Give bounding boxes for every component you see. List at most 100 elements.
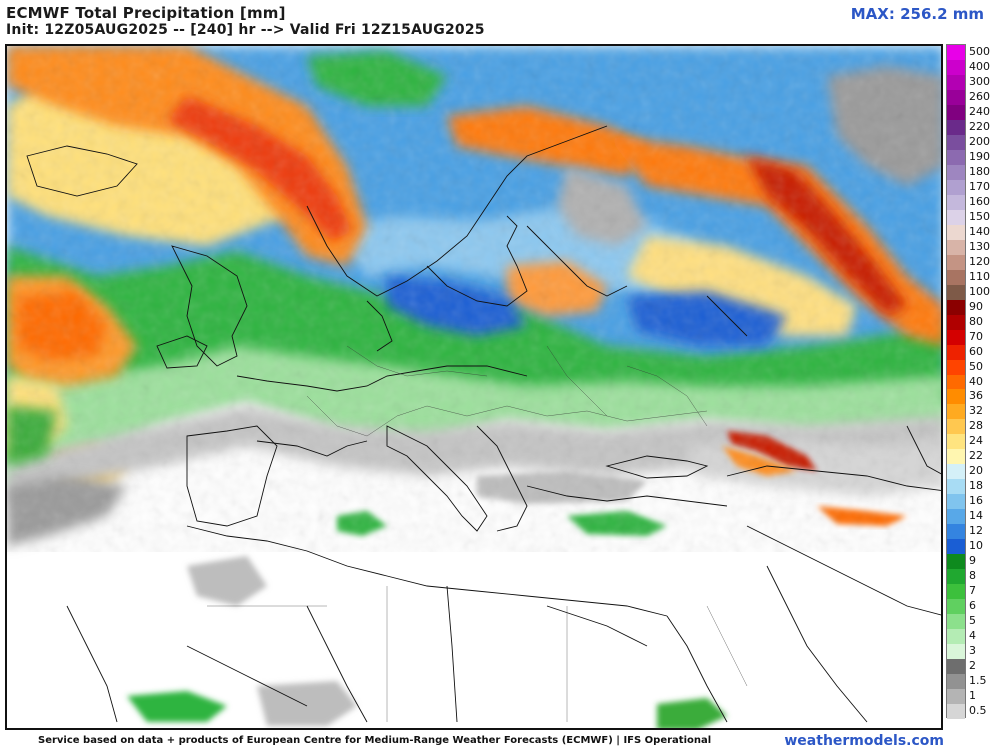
colorbar-swatch — [947, 659, 965, 675]
map-title: ECMWF Total Precipitation [mm] — [6, 4, 286, 22]
colorbar-swatch — [947, 419, 965, 435]
colorbar-swatch — [947, 194, 965, 210]
colorbar-swatch — [947, 344, 965, 360]
colorbar-swatch — [947, 479, 965, 495]
colorbar-swatch — [947, 359, 965, 375]
colorbar-swatch — [947, 45, 965, 60]
precipitation-colorbar — [946, 44, 966, 720]
colorbar-label: 90 — [969, 299, 983, 313]
colorbar-swatch — [947, 299, 965, 315]
colorbar-label: 300 — [969, 74, 990, 88]
colorbar-label: 160 — [969, 194, 990, 208]
colorbar-swatch — [947, 569, 965, 585]
colorbar-swatch — [947, 59, 965, 75]
colorbar-label: 1 — [969, 689, 976, 703]
colorbar-label: 28 — [969, 419, 983, 433]
colorbar-swatch — [947, 629, 965, 645]
country-borders — [207, 345, 748, 722]
colorbar-label: 22 — [969, 449, 983, 463]
colorbar-label: 50 — [969, 359, 983, 373]
map-subtitle: Init: 12Z05AUG2025 -- [240] hr --> Valid… — [6, 22, 485, 38]
colorbar-label: 9 — [969, 554, 976, 568]
colorbar-swatch — [947, 104, 965, 120]
colorbar-label: 8 — [969, 569, 976, 583]
data-credit: Service based on data + products of Euro… — [38, 735, 712, 746]
colorbar-label: 500 — [969, 44, 990, 58]
colorbar-label: 120 — [969, 254, 990, 268]
colorbar-swatch — [947, 164, 965, 180]
colorbar-swatch — [947, 329, 965, 345]
colorbar-label: 2 — [969, 659, 976, 673]
colorbar-swatch — [947, 539, 965, 555]
colorbar-swatch — [947, 254, 965, 270]
colorbar-label: 12 — [969, 524, 983, 538]
colorbar-label: 32 — [969, 404, 983, 418]
colorbar-swatch — [947, 269, 965, 285]
colorbar-swatch — [947, 389, 965, 405]
colorbar-swatch — [947, 689, 965, 705]
colorbar-swatch — [947, 554, 965, 570]
colorbar-swatch — [947, 674, 965, 690]
colorbar-label: 400 — [969, 59, 990, 73]
colorbar-label: 150 — [969, 209, 990, 223]
colorbar-label: 14 — [969, 509, 983, 523]
colorbar-label: 80 — [969, 314, 983, 328]
colorbar-label: 170 — [969, 179, 990, 193]
colorbar-swatch — [947, 284, 965, 300]
colorbar-swatch — [947, 149, 965, 165]
colorbar-swatch — [947, 89, 965, 105]
colorbar-label: 5 — [969, 614, 976, 628]
colorbar-label: 70 — [969, 329, 983, 343]
colorbar-swatch — [947, 494, 965, 510]
colorbar-label: 0.5 — [969, 704, 987, 717]
colorbar-label: 16 — [969, 494, 983, 508]
colorbar-label: 180 — [969, 164, 990, 178]
precipitation-map-canvas — [7, 46, 941, 728]
colorbar-swatch — [947, 704, 965, 720]
colorbar-label: 260 — [969, 89, 990, 103]
colorbar-label: 200 — [969, 134, 990, 148]
colorbar-label: 100 — [969, 284, 990, 298]
colorbar-label: 190 — [969, 149, 990, 163]
colorbar-label: 40 — [969, 374, 983, 388]
colorbar-swatch — [947, 644, 965, 660]
colorbar-label: 3 — [969, 644, 976, 658]
colorbar-label: 10 — [969, 539, 983, 553]
precip-texture — [7, 46, 941, 506]
colorbar-label: 7 — [969, 584, 976, 598]
colorbar-label: 24 — [969, 434, 983, 448]
colorbar-swatch — [947, 134, 965, 150]
colorbar-swatch — [947, 224, 965, 240]
colorbar-label: 18 — [969, 479, 983, 493]
colorbar-label: 1.5 — [969, 674, 987, 688]
colorbar-label: 140 — [969, 224, 990, 238]
colorbar-swatch — [947, 434, 965, 450]
colorbar-swatch — [947, 509, 965, 525]
colorbar-label: 240 — [969, 104, 990, 118]
colorbar-label: 60 — [969, 344, 983, 358]
colorbar-swatch — [947, 464, 965, 480]
colorbar-swatch — [947, 599, 965, 615]
colorbar-swatch — [947, 239, 965, 255]
max-precip-label: MAX: 256.2 mm — [850, 5, 984, 23]
colorbar-swatch — [947, 314, 965, 330]
colorbar-label: 20 — [969, 464, 983, 478]
colorbar-label: 110 — [969, 269, 990, 283]
colorbar-swatch — [947, 584, 965, 600]
precipitation-map — [5, 44, 943, 730]
colorbar-swatch — [947, 179, 965, 195]
colorbar-label: 36 — [969, 389, 983, 403]
colorbar-swatch — [947, 119, 965, 135]
colorbar-label: 220 — [969, 119, 990, 133]
colorbar-labels: 500 400 300 260 240 220 200 190 180 170 160 150 140 1… — [967, 44, 1000, 718]
colorbar-label: 130 — [969, 239, 990, 253]
colorbar-swatch — [947, 614, 965, 630]
brand-link[interactable]: weathermodels.com — [784, 733, 944, 749]
colorbar-swatch — [947, 374, 965, 390]
colorbar-label: 6 — [969, 599, 976, 613]
colorbar-swatch — [947, 524, 965, 540]
colorbar-swatch — [947, 209, 965, 225]
colorbar-swatch — [947, 404, 965, 420]
colorbar-swatch — [947, 449, 965, 465]
colorbar-label: 4 — [969, 629, 976, 643]
